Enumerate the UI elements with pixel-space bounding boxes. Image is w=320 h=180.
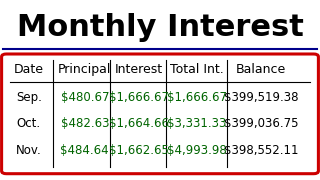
Text: $1,662.65: $1,662.65 bbox=[109, 144, 169, 157]
Text: $484.64: $484.64 bbox=[60, 144, 109, 157]
Text: $1,664.66: $1,664.66 bbox=[109, 117, 169, 130]
Text: Principal: Principal bbox=[58, 63, 111, 76]
Text: Monthly Interest: Monthly Interest bbox=[17, 13, 303, 42]
Text: Balance: Balance bbox=[236, 63, 286, 76]
Text: $399,036.75: $399,036.75 bbox=[224, 117, 298, 130]
Text: $1,666.67: $1,666.67 bbox=[109, 91, 169, 104]
Text: $1,666.67: $1,666.67 bbox=[167, 91, 227, 104]
Text: $480.67: $480.67 bbox=[60, 91, 109, 104]
Text: Nov.: Nov. bbox=[16, 144, 42, 157]
Text: Total Int.: Total Int. bbox=[170, 63, 224, 76]
FancyBboxPatch shape bbox=[2, 54, 318, 174]
Text: Oct.: Oct. bbox=[17, 117, 41, 130]
Text: $3,331.33: $3,331.33 bbox=[167, 117, 227, 130]
Text: $482.63: $482.63 bbox=[60, 117, 109, 130]
Text: Sep.: Sep. bbox=[16, 91, 42, 104]
Text: Interest: Interest bbox=[115, 63, 163, 76]
Text: $399,519.38: $399,519.38 bbox=[224, 91, 298, 104]
Text: $4,993.98: $4,993.98 bbox=[167, 144, 227, 157]
Text: $398,552.11: $398,552.11 bbox=[224, 144, 298, 157]
Text: Date: Date bbox=[14, 63, 44, 76]
